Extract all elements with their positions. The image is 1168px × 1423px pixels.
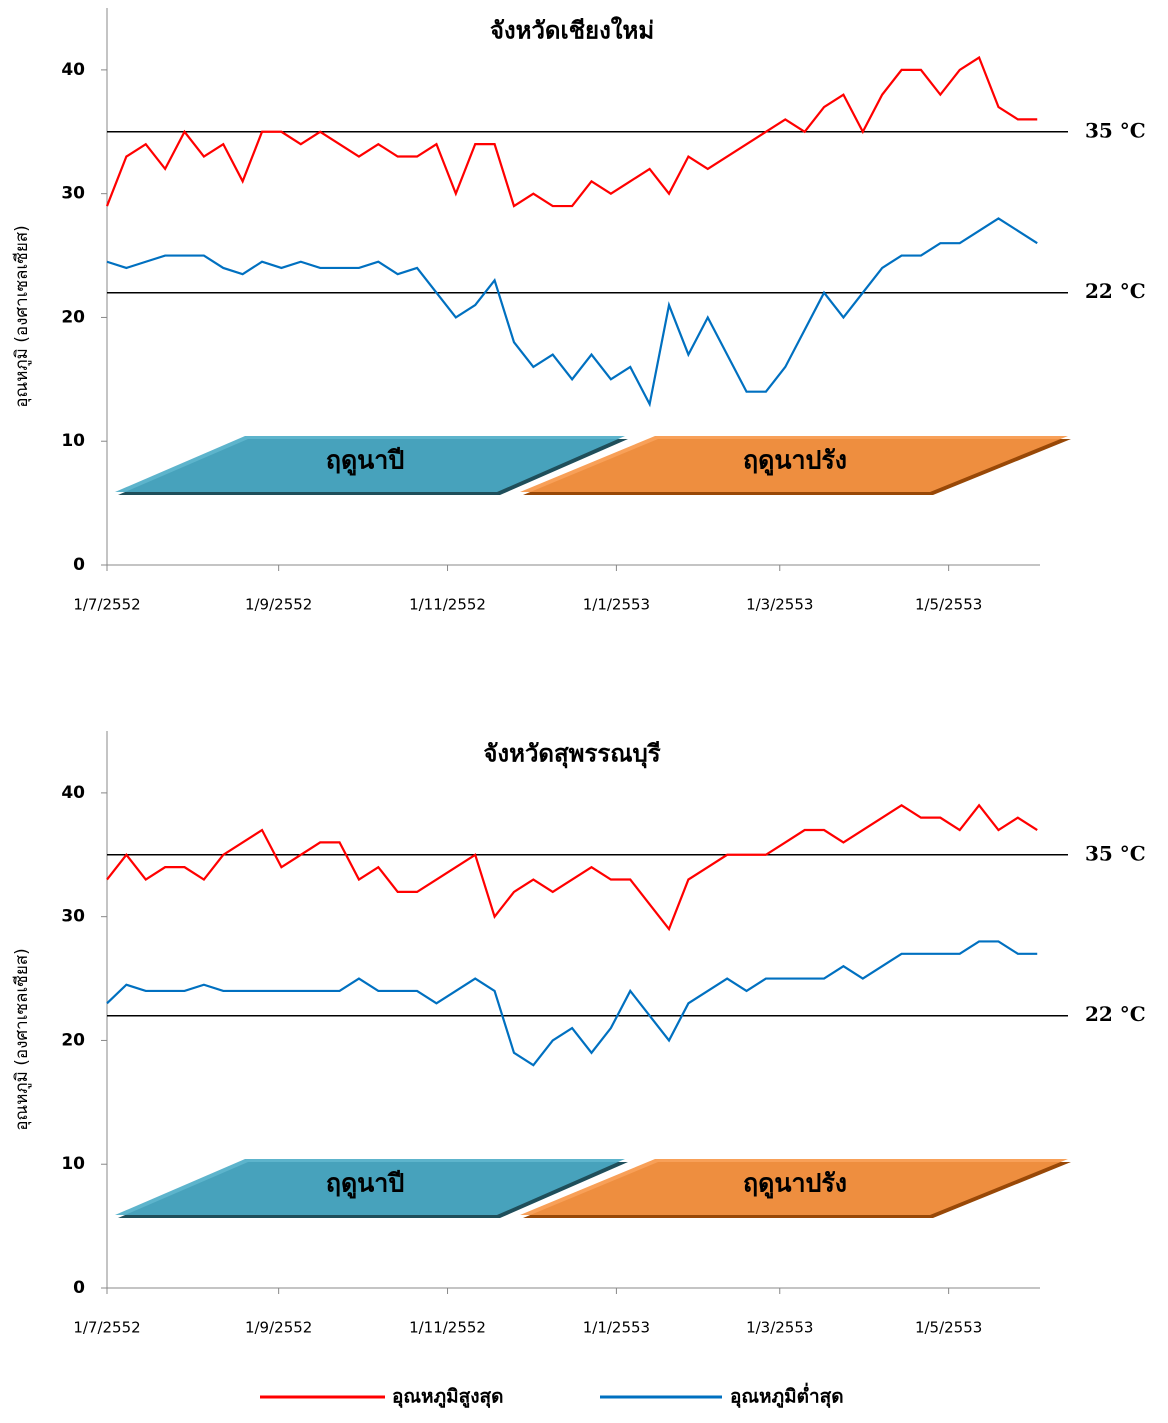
- reference-label: 22 °C: [1085, 1002, 1146, 1026]
- y-tick-label: 30: [61, 184, 85, 204]
- y-tick-label: 10: [61, 1154, 85, 1174]
- x-tick-label: 1/7/2552: [73, 596, 140, 614]
- chart-title: จังหวัดสุพรรณบุรี: [483, 739, 660, 770]
- y-tick-label: 0: [73, 555, 85, 575]
- x-tick-label: 1/3/2553: [746, 596, 813, 614]
- season-label: ฤดูนาปี: [326, 446, 404, 477]
- y-tick-label: 20: [61, 307, 85, 327]
- x-tick-label: 1/9/2552: [245, 1319, 312, 1337]
- y-tick-label: 20: [61, 1030, 85, 1050]
- chart-title: จังหวัดเชียงใหม่: [490, 16, 654, 45]
- series-line: [107, 805, 1037, 929]
- x-tick-label: 1/11/2552: [409, 1319, 486, 1337]
- season-label: ฤดูนาปรัง: [743, 1169, 847, 1200]
- x-tick-label: 1/1/2553: [583, 1319, 650, 1337]
- y-tick-label: 40: [61, 783, 85, 803]
- reference-label: 35 °C: [1085, 841, 1146, 865]
- y-axis-title: อุณหภูมิ (องศาเซลเซียส): [12, 948, 32, 1131]
- season-label: ฤดูนาปี: [326, 1169, 404, 1200]
- series-line: [107, 941, 1037, 1065]
- legend-label: อุณหภูมิสูงสุด: [392, 1386, 503, 1409]
- x-tick-label: 1/3/2553: [746, 1319, 813, 1337]
- y-tick-label: 0: [73, 1278, 85, 1298]
- y-axis-title: อุณหภูมิ (องศาเซลเซียส): [12, 225, 32, 408]
- y-tick-label: 40: [61, 60, 85, 80]
- season-label: ฤดูนาปรัง: [743, 446, 847, 477]
- x-tick-label: 1/11/2552: [409, 596, 486, 614]
- x-tick-label: 1/7/2552: [73, 1319, 140, 1337]
- x-tick-label: 1/1/2553: [583, 596, 650, 614]
- series-line: [107, 218, 1037, 404]
- x-tick-label: 1/5/2553: [915, 596, 982, 614]
- chart-page: อุณหภูมิสูงสุด อุณหภูมิต่ำสุด ฤดูนาปีฤดู…: [0, 0, 1168, 1423]
- legend-label: อุณหภูมิต่ำสุด: [730, 1383, 844, 1409]
- x-tick-label: 1/5/2553: [915, 1319, 982, 1337]
- reference-label: 35 °C: [1085, 118, 1146, 142]
- y-tick-label: 30: [61, 907, 85, 927]
- x-tick-label: 1/9/2552: [245, 596, 312, 614]
- y-tick-label: 10: [61, 431, 85, 451]
- reference-label: 22 °C: [1085, 279, 1146, 303]
